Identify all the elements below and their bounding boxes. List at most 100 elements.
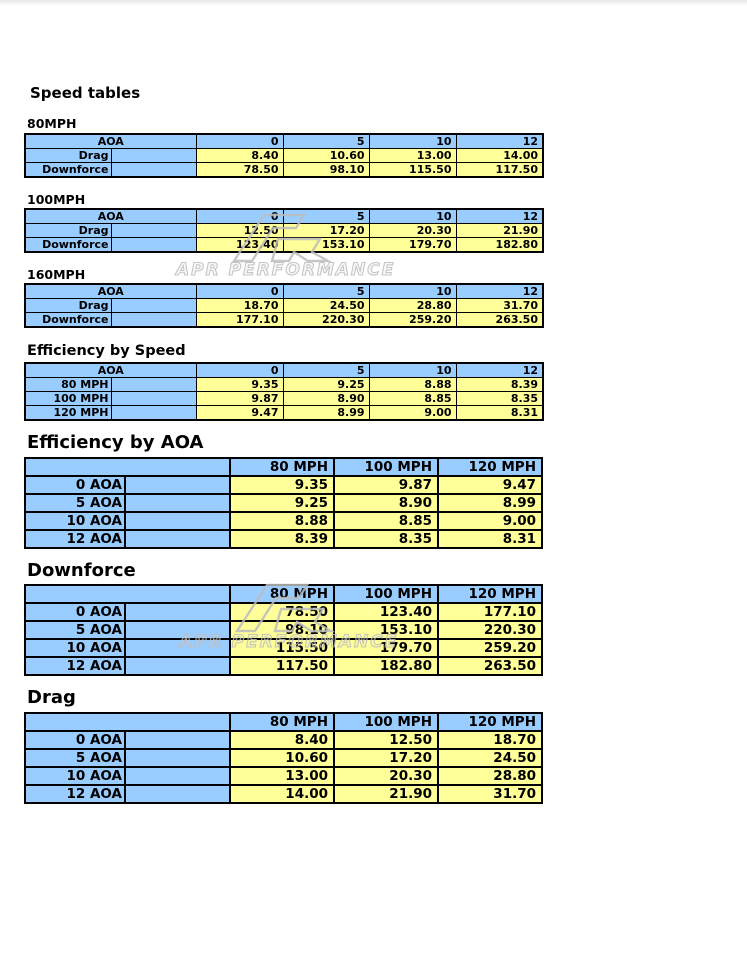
table-row: Drag 18.70 24.50 28.80 31.70 [24,298,544,314]
corner-header-cell: AOA [24,362,197,379]
data-cell: 177.10 [195,312,284,328]
data-cell: 115.50 [368,161,457,178]
row-label-cell: 10 AOA [24,766,126,787]
data-cell: 259.20 [437,638,543,659]
data-cell: 220.30 [282,312,370,328]
row-label-cell: Downforce [24,312,112,328]
spacer-cell [110,223,197,238]
column-header-cell: 10 [368,362,457,379]
column-header-cell: 10 [368,283,457,300]
data-cell: 263.50 [455,312,544,328]
row-label-cell: 0 AOA [24,474,126,495]
table-row: 5 AOA 10.60 17.20 24.50 [24,748,543,769]
column-header-cell: 120 MPH [437,456,543,477]
data-cell: 24.50 [437,748,543,769]
data-cell: 20.30 [368,223,457,238]
data-cell: 8.35 [333,528,439,549]
data-table: AOA 0 5 10 12 Drag 12.50 17.20 20.30 21.90 Downfor… [24,208,544,253]
column-header-cell: 100 MPH [333,456,439,477]
data-cell: 13.00 [368,147,457,163]
data-cell: 9.35 [195,377,284,393]
spacer-cell [124,730,231,751]
data-cell: 78.50 [195,161,284,178]
spacer-cell [124,510,231,531]
data-cell: 12.50 [333,730,439,751]
table-row: 0 AOA 9.35 9.87 9.47 [24,474,543,495]
data-cell: 263.50 [437,656,543,677]
spacer-cell [110,405,197,421]
table-row: 12 AOA 117.50 182.80 263.50 [24,656,543,677]
column-header-cell: 12 [455,283,544,300]
data-cell: 28.80 [437,766,543,787]
data-cell: 31.70 [437,784,543,805]
row-label-cell: 5 AOA [24,748,126,769]
section-heading: Drag [27,687,76,709]
spacer-cell [110,298,197,314]
page-top-edge [0,0,747,6]
row-label-cell: Drag [24,298,112,314]
data-table: 80 MPH 100 MPH 120 MPH 0 AOA 9.35 9.87 9.47 5 A… [24,456,543,549]
spreadsheet-page: Speed tables 80MPH AOA 0 5 10 12 Drag 8.40 10.60… [24,0,544,805]
spacer-cell [110,377,197,393]
data-cell: 18.70 [437,730,543,751]
tables-area: 80MPH AOA 0 5 10 12 Drag 8.40 10.60 13.00 14.00 Dow… [24,116,544,805]
data-cell: 117.50 [455,161,544,178]
table-row: 0 AOA 78.50 123.40 177.10 [24,602,543,623]
row-label-cell: 0 AOA [24,730,126,751]
data-cell: 179.70 [333,638,439,659]
table-header-row: AOA 0 5 10 12 [24,362,544,379]
data-cell: 21.90 [333,784,439,805]
data-cell: 12.50 [195,223,284,238]
row-label-cell: 100 MPH [24,391,112,407]
data-cell: 8.88 [229,510,335,531]
column-header-cell: 0 [195,208,284,224]
table-row: 80 MPH 9.35 9.25 8.88 8.39 [24,377,544,393]
data-cell: 10.60 [282,147,370,163]
data-cell: 8.99 [282,405,370,421]
data-cell: 123.40 [333,602,439,623]
row-label-cell: 10 AOA [24,510,126,531]
section-heading: 100MPH [27,191,86,207]
column-header-cell: 10 [368,133,457,149]
data-cell: 8.85 [333,510,439,531]
data-cell: 98.10 [229,620,335,641]
table-header-row: AOA 0 5 10 12 [24,133,544,149]
column-header-cell: 5 [282,283,370,300]
table-header-row: AOA 0 5 10 12 [24,283,544,300]
column-header-cell: 0 [195,362,284,379]
data-cell: 8.35 [455,391,544,407]
row-label-cell: Drag [24,223,112,238]
data-table: 80 MPH 100 MPH 120 MPH 0 AOA 8.40 12.50 18.70 5… [24,712,543,805]
data-cell: 78.50 [229,602,335,623]
column-header-cell: 120 MPH [437,712,543,733]
row-label-cell: 80 MPH [24,377,112,393]
table-header-row: 80 MPH 100 MPH 120 MPH [24,712,543,733]
table-header-row: AOA 0 5 10 12 [24,208,544,224]
table-row: 0 AOA 8.40 12.50 18.70 [24,730,543,751]
data-cell: 98.10 [282,161,370,178]
data-cell: 8.39 [455,377,544,393]
row-label-cell: 120 MPH [24,405,112,421]
table-header-row: 80 MPH 100 MPH 120 MPH [24,456,543,477]
data-cell: 182.80 [455,237,544,253]
table-row: 120 MPH 9.47 8.99 9.00 8.31 [24,405,544,421]
section-heading: Downforce [27,559,136,581]
data-cell: 8.85 [368,391,457,407]
data-cell: 14.00 [455,147,544,163]
spacer-cell [124,784,231,805]
table-row: Downforce 177.10 220.30 259.20 263.50 [24,312,544,328]
data-table: AOA 0 5 10 12 Drag 8.40 10.60 13.00 14.00 Downforc… [24,132,544,178]
section-heading: 80MPH [27,116,77,132]
data-cell: 8.90 [333,492,439,513]
data-cell: 8.31 [455,405,544,421]
data-cell: 8.90 [282,391,370,407]
data-cell: 220.30 [437,620,543,641]
column-header-cell: 12 [455,362,544,379]
spacer-cell [124,492,231,513]
column-header-cell: 5 [282,362,370,379]
spacer-cell [110,147,197,163]
data-cell: 28.80 [368,298,457,314]
table-row: 5 AOA 98.10 153.10 220.30 [24,620,543,641]
table-row: Drag 8.40 10.60 13.00 14.00 [24,147,544,163]
spacer-cell [124,602,231,623]
